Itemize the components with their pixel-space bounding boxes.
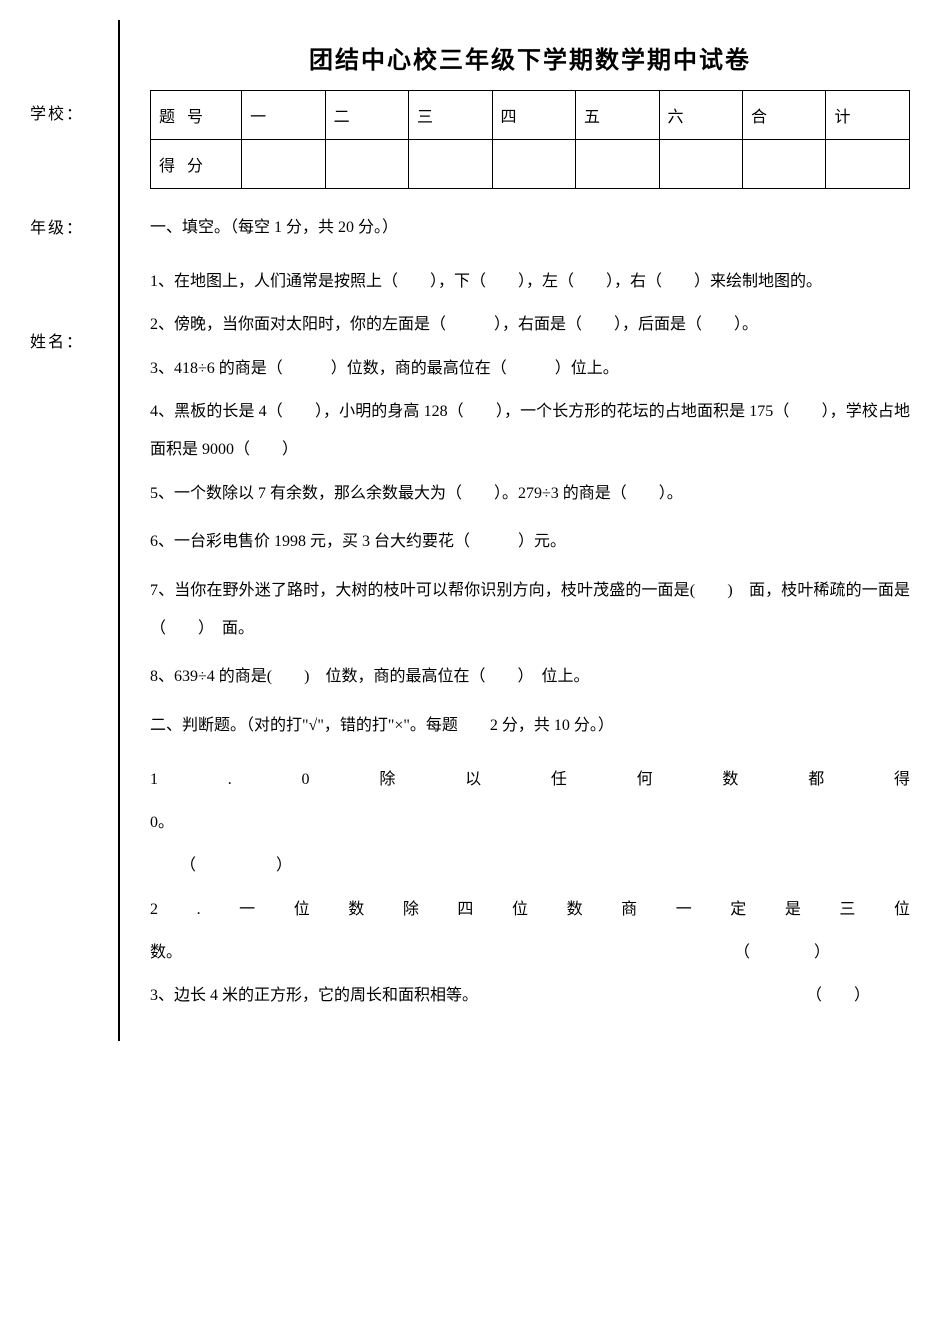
- grade-label: 年级：: [30, 214, 108, 238]
- question-8: 8、639÷4 的商是( ) 位数，商的最高位在（ ） 位上。: [150, 658, 910, 696]
- row-label: 得 分: [151, 140, 242, 189]
- judge-q2-right: （ ）: [734, 934, 830, 972]
- judge-q1-line2: 0。: [150, 804, 910, 842]
- info-sidebar: 学校： 年级： 姓名：: [0, 20, 120, 1041]
- name-label: 姓名：: [30, 328, 108, 352]
- judge-q1-paren: （ ）: [150, 847, 910, 885]
- judge-q3-right: （ ）: [806, 977, 870, 1015]
- section1-header: 一、填空。（每空 1 分，共 20 分。）: [150, 214, 910, 243]
- table-row: 得 分: [151, 140, 910, 189]
- score-cell: [576, 140, 659, 189]
- score-cell: [325, 140, 408, 189]
- score-cell: [659, 140, 742, 189]
- section2-header: 二、判断题。（对的打"√"，错的打"×"。每题 2 分，共 10 分。）: [150, 712, 910, 741]
- col-3: 三: [409, 91, 492, 140]
- exam-title: 团结中心校三年级下学期数学期中试卷: [150, 40, 910, 75]
- main-content: 团结中心校三年级下学期数学期中试卷 题 号 一 二 三 四 五 六 合 计 得 …: [120, 20, 950, 1041]
- col-2: 二: [325, 91, 408, 140]
- col-6: 六: [659, 91, 742, 140]
- col-8: 计: [826, 91, 910, 140]
- question-6: 6、一台彩电售价 1998 元，买 3 台大约要花（ ）元。: [150, 523, 910, 561]
- score-cell: [242, 140, 325, 189]
- question-5: 5、一个数除以 7 有余数，那么余数最大为（ ）。279÷3 的商是（ ）。: [150, 475, 910, 513]
- col-4: 四: [492, 91, 575, 140]
- judge-q2-left: 数。: [150, 934, 182, 972]
- table-row: 题 号 一 二 三 四 五 六 合 计: [151, 91, 910, 140]
- score-table: 题 号 一 二 三 四 五 六 合 计 得 分: [150, 90, 910, 189]
- score-cell: [742, 140, 825, 189]
- judge-q3-left: 3、边长 4 米的正方形，它的周长和面积相等。: [150, 977, 478, 1015]
- question-4: 4、黑板的长是 4（ ），小明的身高 128（ ），一个长方形的花坛的占地面积是…: [150, 393, 910, 470]
- score-cell: [409, 140, 492, 189]
- question-3: 3、418÷6 的商是（ ）位数，商的最高位在（ ）位上。: [150, 350, 910, 388]
- question-2: 2、傍晚，当你面对太阳时，你的左面是（ ），右面是（ ），后面是（ ）。: [150, 306, 910, 344]
- judge-q2-line2: 数。 （ ）: [150, 934, 910, 972]
- question-1: 1、在地图上，人们通常是按照上（ ），下（ ），左（ ），右（ ）来绘制地图的。: [150, 263, 910, 301]
- row-label: 题 号: [151, 91, 242, 140]
- judge-q1-line1: 1 . 0 除 以 任 何 数 都 得: [150, 761, 910, 799]
- judge-q2-line1: 2 . 一 位 数 除 四 位 数 商 一 定 是 三 位: [150, 891, 910, 929]
- col-7: 合: [742, 91, 825, 140]
- judge-q3: 3、边长 4 米的正方形，它的周长和面积相等。 （ ）: [150, 977, 910, 1015]
- score-cell: [826, 140, 910, 189]
- col-1: 一: [242, 91, 325, 140]
- page-container: 学校： 年级： 姓名： 团结中心校三年级下学期数学期中试卷 题 号 一 二 三 …: [0, 20, 950, 1041]
- col-5: 五: [576, 91, 659, 140]
- school-label: 学校：: [30, 100, 108, 124]
- question-7: 7、当你在野外迷了路时，大树的枝叶可以帮你识别方向，枝叶茂盛的一面是( ) 面，…: [150, 572, 910, 649]
- score-cell: [492, 140, 575, 189]
